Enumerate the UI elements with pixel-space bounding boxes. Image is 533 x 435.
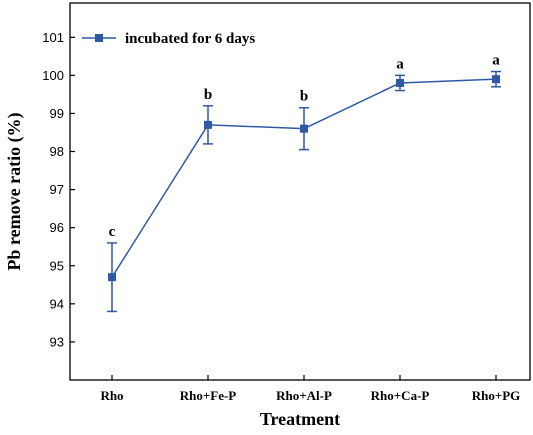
x-tick-label: Rho+Fe-P <box>180 388 237 403</box>
y-tick-label: 97 <box>50 182 64 197</box>
legend-marker-swatch <box>95 34 103 42</box>
significance-label: a <box>396 56 404 72</box>
data-point-marker <box>300 124 308 133</box>
data-point-marker <box>108 273 116 282</box>
data-point-marker <box>396 78 404 87</box>
legend-entry-label: incubated for 6 days <box>125 31 255 47</box>
x-tick-label: Rho+Ca-P <box>371 388 430 403</box>
data-point-marker <box>204 120 212 129</box>
y-axis-ticks: 93 94 95 96 97 98 99 100 101 <box>42 30 75 349</box>
y-tick-label: 94 <box>50 296 64 311</box>
y-tick-label: 101 <box>42 30 64 45</box>
y-tick-label: 96 <box>50 220 64 235</box>
significance-label: c <box>109 224 116 240</box>
y-tick-label: 98 <box>50 144 64 159</box>
x-tick-label: Rho+PG <box>472 388 521 403</box>
plot-area-frame <box>69 2 531 381</box>
legend: incubated for 6 days <box>82 31 255 47</box>
y-tick-label: 95 <box>50 258 64 273</box>
y-tick-label: 93 <box>50 334 64 349</box>
x-tick-label: Rho <box>100 388 123 403</box>
data-point-marker <box>492 75 500 84</box>
y-tick-label: 100 <box>42 68 64 83</box>
significance-label: a <box>492 53 500 69</box>
x-axis-title: Treatment <box>260 409 340 429</box>
y-tick-label: 99 <box>50 106 64 121</box>
significance-label: b <box>204 87 212 103</box>
significance-label: b <box>300 89 308 105</box>
y-axis-title: Pb remove ratio (%) <box>4 112 25 270</box>
series-layer: c b b a a <box>107 53 501 313</box>
x-tick-label: Rho+Al-P <box>276 388 332 403</box>
x-axis-ticks: Rho Rho+Fe-P Rho+Al-P Rho+Ca-P Rho+PG <box>100 375 520 403</box>
